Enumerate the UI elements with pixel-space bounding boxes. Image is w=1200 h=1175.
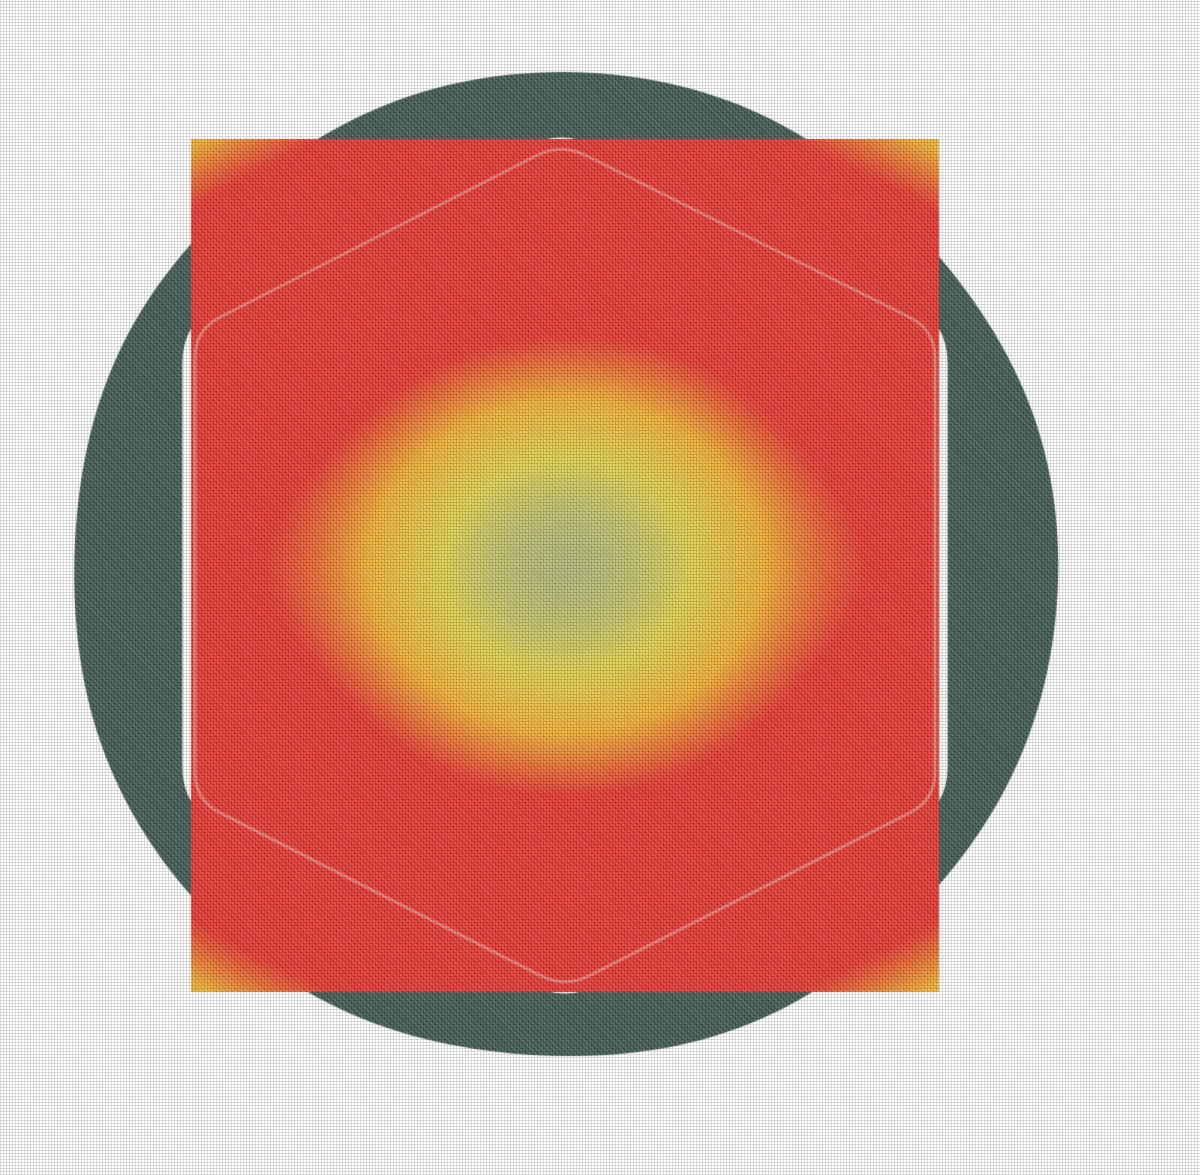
figure-root: Hexagonal Field Intensity Map Circular p… [0, 0, 1200, 1175]
hexagonal-heatmap-canvas [0, 0, 1200, 1175]
